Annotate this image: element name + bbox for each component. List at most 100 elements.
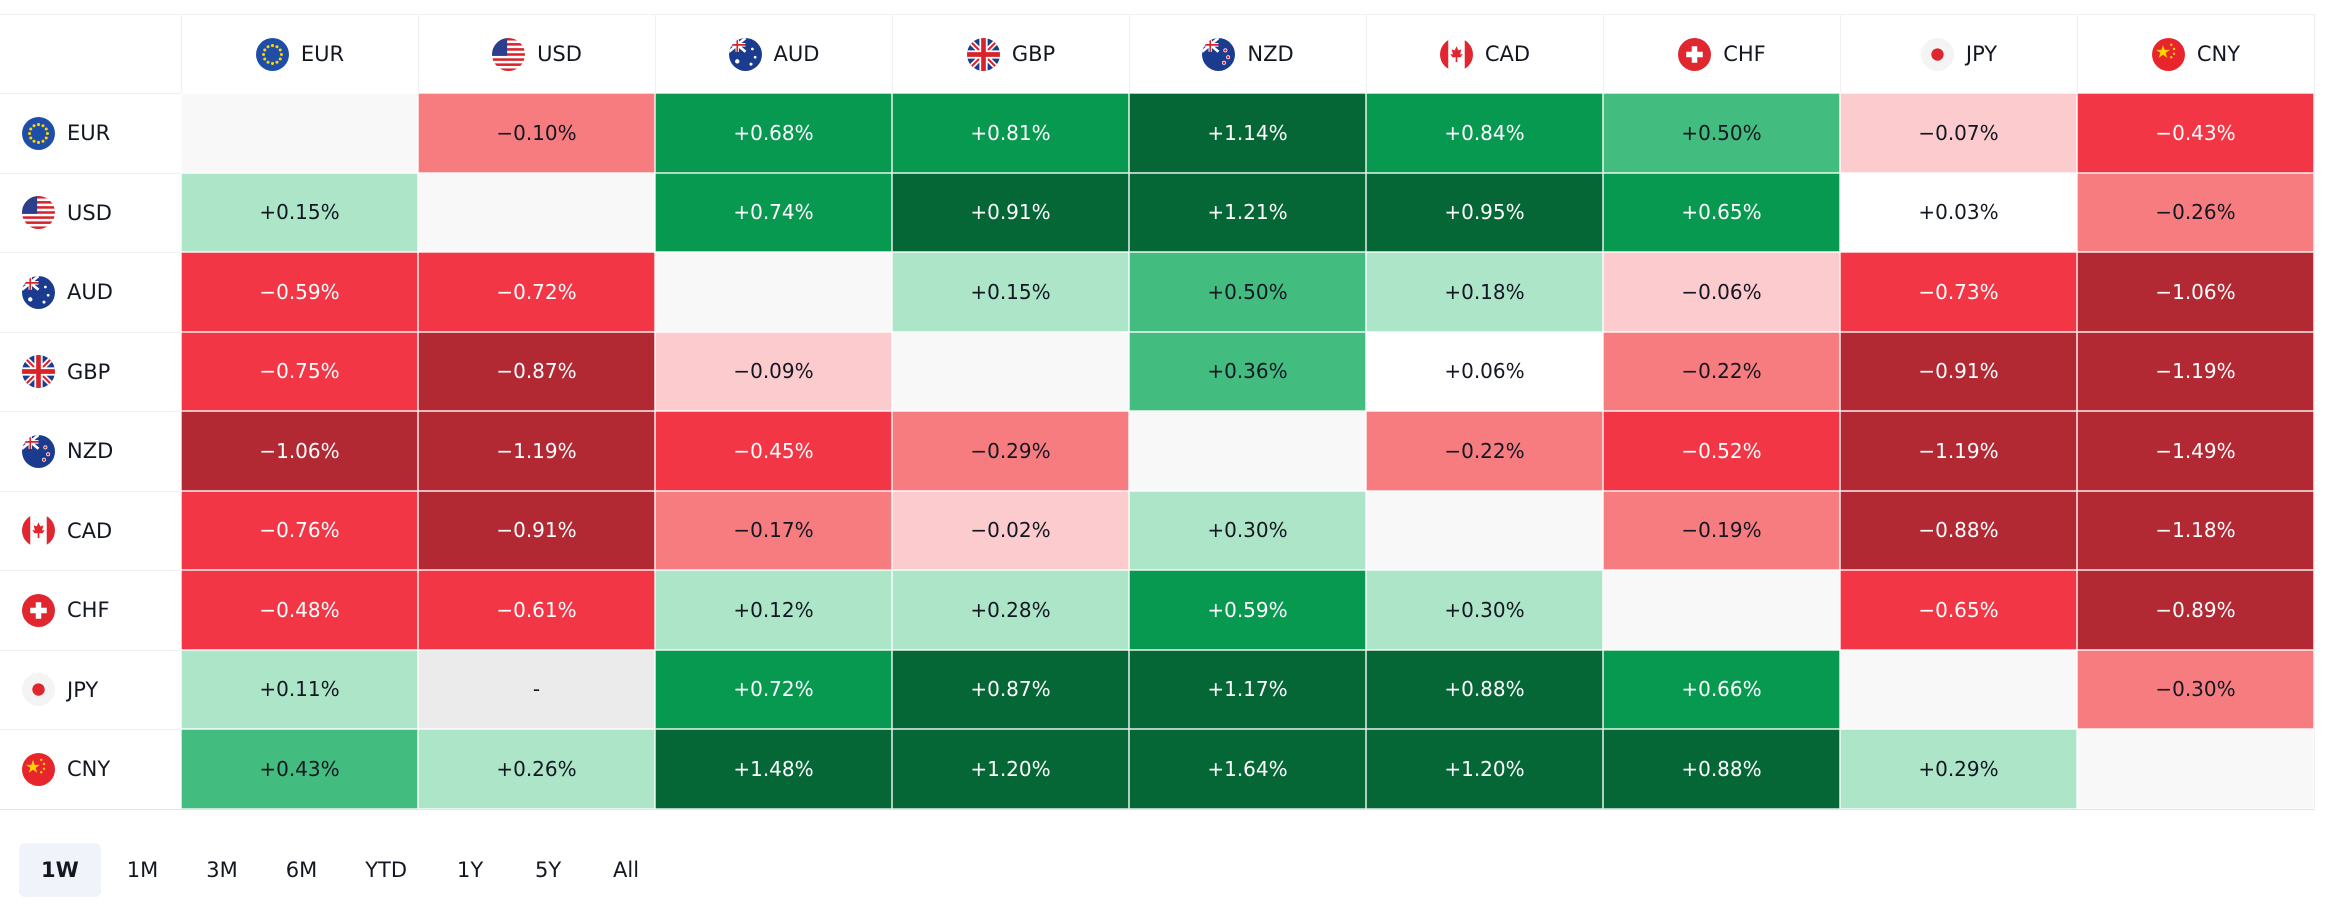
heatmap-cell[interactable]: −1.19% bbox=[1840, 411, 2077, 491]
heatmap-cell[interactable]: −0.91% bbox=[418, 490, 655, 570]
heatmap-cell[interactable]: −0.22% bbox=[1366, 411, 1603, 491]
timeframe-button[interactable]: 5Y bbox=[534, 858, 562, 882]
cell-value: +0.11% bbox=[259, 677, 340, 702]
cell-value: +0.15% bbox=[259, 200, 340, 225]
heatmap-cell[interactable]: −0.17% bbox=[655, 490, 892, 570]
heatmap-cell[interactable]: +0.66% bbox=[1603, 649, 1840, 729]
heatmap-cell[interactable]: +0.50% bbox=[1603, 93, 1840, 173]
cell-value: −0.07% bbox=[1918, 120, 1999, 145]
flag-icon bbox=[1202, 37, 1236, 71]
heatmap-cell[interactable]: −0.87% bbox=[418, 331, 655, 411]
cell-value: −0.91% bbox=[496, 518, 577, 543]
row-header: GBP bbox=[0, 331, 181, 411]
heatmap-cell[interactable]: −0.19% bbox=[1603, 490, 1840, 570]
heatmap-cell[interactable]: +0.11% bbox=[181, 649, 418, 729]
cell-value: +0.91% bbox=[970, 200, 1051, 225]
heatmap-cell[interactable]: +0.28% bbox=[892, 570, 1129, 650]
heatmap-cell[interactable]: −0.88% bbox=[1840, 490, 2077, 570]
heatmap-cell[interactable]: −1.06% bbox=[2077, 252, 2314, 332]
heatmap-cell[interactable]: +0.87% bbox=[892, 649, 1129, 729]
heatmap-cell[interactable]: +1.14% bbox=[1129, 93, 1366, 173]
heatmap-cell[interactable]: −0.06% bbox=[1603, 252, 1840, 332]
cell-value: +0.68% bbox=[733, 120, 814, 145]
heatmap-cell[interactable]: −0.29% bbox=[892, 411, 1129, 491]
row-label: USD bbox=[67, 200, 112, 225]
heatmap-cell[interactable]: +0.30% bbox=[1129, 490, 1366, 570]
flag-icon bbox=[255, 37, 289, 71]
heatmap-cell[interactable]: +1.17% bbox=[1129, 649, 1366, 729]
heatmap-cell[interactable]: −0.76% bbox=[181, 490, 418, 570]
timeframe-button[interactable]: 1Y bbox=[456, 858, 484, 882]
heatmap-cell[interactable]: +0.30% bbox=[1366, 570, 1603, 650]
column-header: CHF bbox=[1603, 15, 1840, 93]
heatmap-cell bbox=[892, 331, 1129, 411]
cell-value: +0.29% bbox=[1918, 756, 1999, 781]
heatmap-cell[interactable]: +0.72% bbox=[655, 649, 892, 729]
heatmap-cell[interactable]: −0.22% bbox=[1603, 331, 1840, 411]
heatmap-cell[interactable]: −0.91% bbox=[1840, 331, 2077, 411]
heatmap-cell[interactable]: +0.15% bbox=[892, 252, 1129, 332]
heatmap-cell[interactable]: +0.26% bbox=[418, 729, 655, 809]
timeframe-button[interactable]: 6M bbox=[285, 858, 318, 882]
heatmap-cell[interactable]: +0.03% bbox=[1840, 172, 2077, 252]
heatmap-cell[interactable]: +1.20% bbox=[1366, 729, 1603, 809]
heatmap-cell[interactable]: −0.75% bbox=[181, 331, 418, 411]
heatmap-cell[interactable]: +0.84% bbox=[1366, 93, 1603, 173]
heatmap-cell[interactable]: −1.19% bbox=[2077, 331, 2314, 411]
heatmap-cell[interactable]: +0.88% bbox=[1603, 729, 1840, 809]
heatmap-cell[interactable]: −0.09% bbox=[655, 331, 892, 411]
heatmap-cell[interactable]: +0.74% bbox=[655, 172, 892, 252]
heatmap-cell[interactable]: −0.48% bbox=[181, 570, 418, 650]
heatmap-cell[interactable]: +1.64% bbox=[1129, 729, 1366, 809]
cell-value: −1.19% bbox=[496, 438, 577, 463]
heatmap-cell[interactable]: −0.07% bbox=[1840, 93, 2077, 173]
timeframe-button[interactable]: 1W bbox=[19, 843, 101, 897]
heatmap-cell[interactable]: −0.02% bbox=[892, 490, 1129, 570]
heatmap-cell[interactable]: −1.06% bbox=[181, 411, 418, 491]
heatmap-cell[interactable]: +0.18% bbox=[1366, 252, 1603, 332]
heatmap-cell[interactable]: +0.65% bbox=[1603, 172, 1840, 252]
heatmap-cell[interactable]: +0.68% bbox=[655, 93, 892, 173]
heatmap-cell[interactable]: +0.50% bbox=[1129, 252, 1366, 332]
heatmap-cell[interactable]: −1.49% bbox=[2077, 411, 2314, 491]
timeframe-button[interactable]: 3M bbox=[206, 858, 238, 882]
flag-icon bbox=[22, 196, 55, 230]
heatmap-cell[interactable]: - bbox=[418, 649, 655, 729]
heatmap-cell[interactable]: −1.18% bbox=[2077, 490, 2314, 570]
heatmap-cell[interactable]: −1.19% bbox=[418, 411, 655, 491]
heatmap-cell[interactable]: +0.91% bbox=[892, 172, 1129, 252]
heatmap-cell[interactable]: +0.36% bbox=[1129, 331, 1366, 411]
heatmap-cell[interactable]: −0.65% bbox=[1840, 570, 2077, 650]
heatmap-cell[interactable]: +0.95% bbox=[1366, 172, 1603, 252]
cell-value: −1.06% bbox=[259, 438, 340, 463]
heatmap-cell[interactable]: +0.59% bbox=[1129, 570, 1366, 650]
heatmap-cell[interactable]: +1.21% bbox=[1129, 172, 1366, 252]
heatmap-cell[interactable]: +0.06% bbox=[1366, 331, 1603, 411]
cell-value: +0.84% bbox=[1444, 120, 1525, 145]
heatmap-cell[interactable]: +0.15% bbox=[181, 172, 418, 252]
heatmap-cell[interactable]: +0.43% bbox=[181, 729, 418, 809]
cell-value: −0.91% bbox=[1918, 359, 1999, 384]
heatmap-cell[interactable]: −0.52% bbox=[1603, 411, 1840, 491]
heatmap-cell[interactable]: −0.43% bbox=[2077, 93, 2314, 173]
heatmap-cell[interactable]: +0.12% bbox=[655, 570, 892, 650]
heatmap-cell[interactable]: −0.72% bbox=[418, 252, 655, 332]
cell-value: +0.72% bbox=[733, 677, 814, 702]
heatmap-cell[interactable]: +1.48% bbox=[655, 729, 892, 809]
heatmap-cell[interactable]: −0.10% bbox=[418, 93, 655, 173]
heatmap-cell[interactable]: +0.81% bbox=[892, 93, 1129, 173]
timeframe-button[interactable]: YTD bbox=[365, 858, 408, 882]
heatmap-cell[interactable]: −0.61% bbox=[418, 570, 655, 650]
heatmap-cell[interactable]: +0.88% bbox=[1366, 649, 1603, 729]
heatmap-cell[interactable]: −0.30% bbox=[2077, 649, 2314, 729]
heatmap-cell[interactable]: −0.26% bbox=[2077, 172, 2314, 252]
timeframe-button[interactable]: All bbox=[613, 858, 640, 882]
heatmap-cell[interactable]: +0.29% bbox=[1840, 729, 2077, 809]
timeframe-button[interactable]: 1M bbox=[126, 858, 159, 882]
cell-value: −0.29% bbox=[970, 438, 1051, 463]
heatmap-cell[interactable]: −0.59% bbox=[181, 252, 418, 332]
heatmap-cell[interactable]: +1.20% bbox=[892, 729, 1129, 809]
heatmap-cell[interactable]: −0.45% bbox=[655, 411, 892, 491]
heatmap-cell[interactable]: −0.89% bbox=[2077, 570, 2314, 650]
heatmap-cell[interactable]: −0.73% bbox=[1840, 252, 2077, 332]
